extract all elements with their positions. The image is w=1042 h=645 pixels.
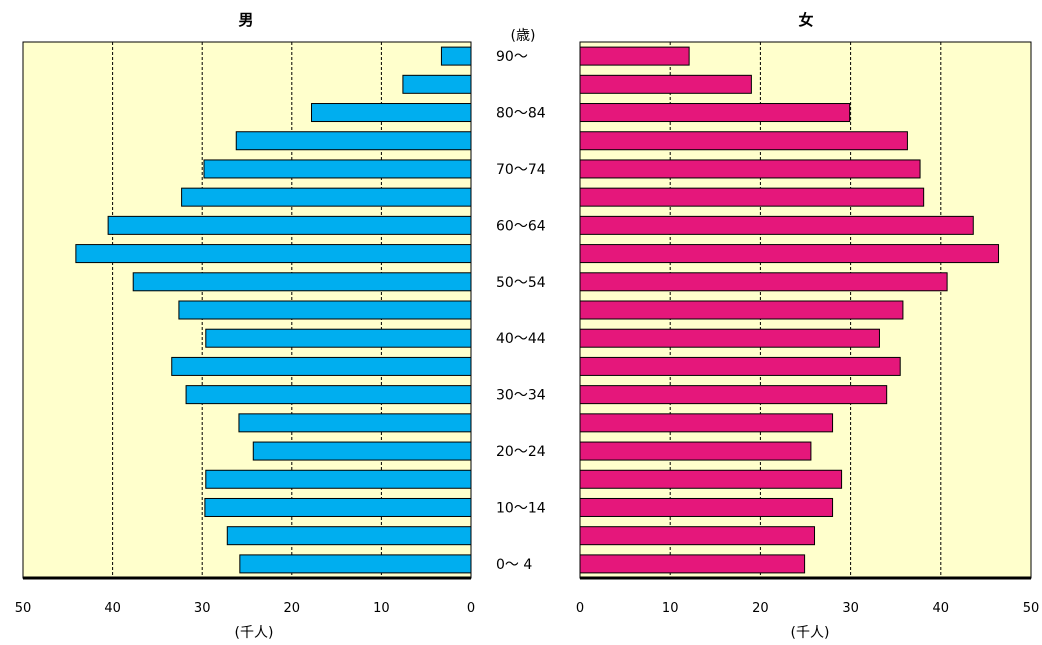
male-bar: [75, 244, 472, 264]
age-label: 60〜64: [496, 218, 546, 234]
male-bar: [205, 469, 472, 489]
male-bar: [226, 526, 472, 546]
female-tick-label: 20: [752, 601, 769, 616]
female-bar: [579, 187, 925, 207]
age-label: 10〜14: [496, 500, 546, 516]
female-bar: [579, 215, 974, 235]
age-label: 80〜84: [496, 106, 546, 122]
male-bars: [75, 46, 472, 574]
age-label: 90〜: [496, 49, 528, 65]
female-tick-label: 10: [662, 601, 679, 616]
female-bar: [579, 103, 851, 123]
male-bar: [239, 554, 472, 574]
male-bar: [132, 272, 472, 292]
male-bar: [235, 131, 472, 151]
male-tick-label: 0: [467, 601, 475, 616]
female-x-unit-label: (千人): [791, 625, 830, 641]
male-tick-label: 40: [104, 601, 121, 616]
male-panel-title: 男: [238, 11, 253, 29]
male-bar: [178, 300, 472, 320]
female-bar: [579, 272, 948, 292]
male-bar: [171, 356, 472, 376]
female-tick-label: 40: [933, 601, 950, 616]
female-bar: [579, 46, 690, 66]
male-bar: [440, 46, 472, 66]
female-bar: [579, 159, 921, 179]
age-group-labels: 90〜 80〜84 70〜74 60〜64 50〜54 40〜44 30〜34 20〜24 10…: [496, 49, 546, 573]
female-bar: [579, 356, 901, 376]
female-bar: [579, 441, 812, 461]
female-bars: [579, 46, 1000, 574]
female-bar: [579, 328, 880, 348]
male-tick-label: 50: [15, 601, 32, 616]
female-tick-label: 0: [576, 601, 584, 616]
female-panel-title: 女: [798, 11, 813, 29]
male-bar: [107, 215, 472, 235]
female-bar: [579, 300, 904, 320]
age-label: 70〜74: [496, 162, 546, 178]
age-label: 40〜44: [496, 331, 546, 347]
male-tick-label: 30: [194, 601, 211, 616]
age-label: 50〜54: [496, 275, 546, 291]
male-tick-label: 10: [373, 601, 390, 616]
male-bar: [203, 159, 472, 179]
female-bar: [579, 244, 1000, 264]
age-label: 30〜34: [496, 388, 546, 404]
male-bar: [181, 187, 472, 207]
female-bar: [579, 413, 834, 433]
age-unit-label: (歳): [511, 28, 536, 44]
male-x-unit-label: (千人): [235, 625, 274, 641]
female-bar: [579, 74, 752, 94]
female-bar: [579, 131, 908, 151]
male-panel: 50 40 30 20 10 0 男 (千人): [15, 11, 475, 641]
age-label: 0〜 4: [496, 557, 532, 573]
male-bar: [204, 497, 472, 517]
female-panel: 0 10 20 30 40 50 女 (千人): [576, 11, 1039, 641]
male-tick-labels: 50 40 30 20 10 0: [15, 601, 475, 616]
male-bar: [238, 413, 472, 433]
male-bar: [311, 103, 472, 123]
age-label: 20〜24: [496, 444, 546, 460]
female-tick-label: 30: [842, 601, 859, 616]
male-tick-label: 20: [284, 601, 301, 616]
male-bar: [205, 328, 472, 348]
male-bar: [402, 74, 472, 94]
female-bar: [579, 497, 834, 517]
female-bar: [579, 526, 816, 546]
male-bar: [185, 385, 472, 405]
female-bar: [579, 554, 806, 574]
male-bar: [252, 441, 472, 461]
female-bar: [579, 385, 888, 405]
female-tick-label: 50: [1023, 601, 1040, 616]
female-tick-labels: 0 10 20 30 40 50: [576, 601, 1039, 616]
female-bar: [579, 469, 843, 489]
